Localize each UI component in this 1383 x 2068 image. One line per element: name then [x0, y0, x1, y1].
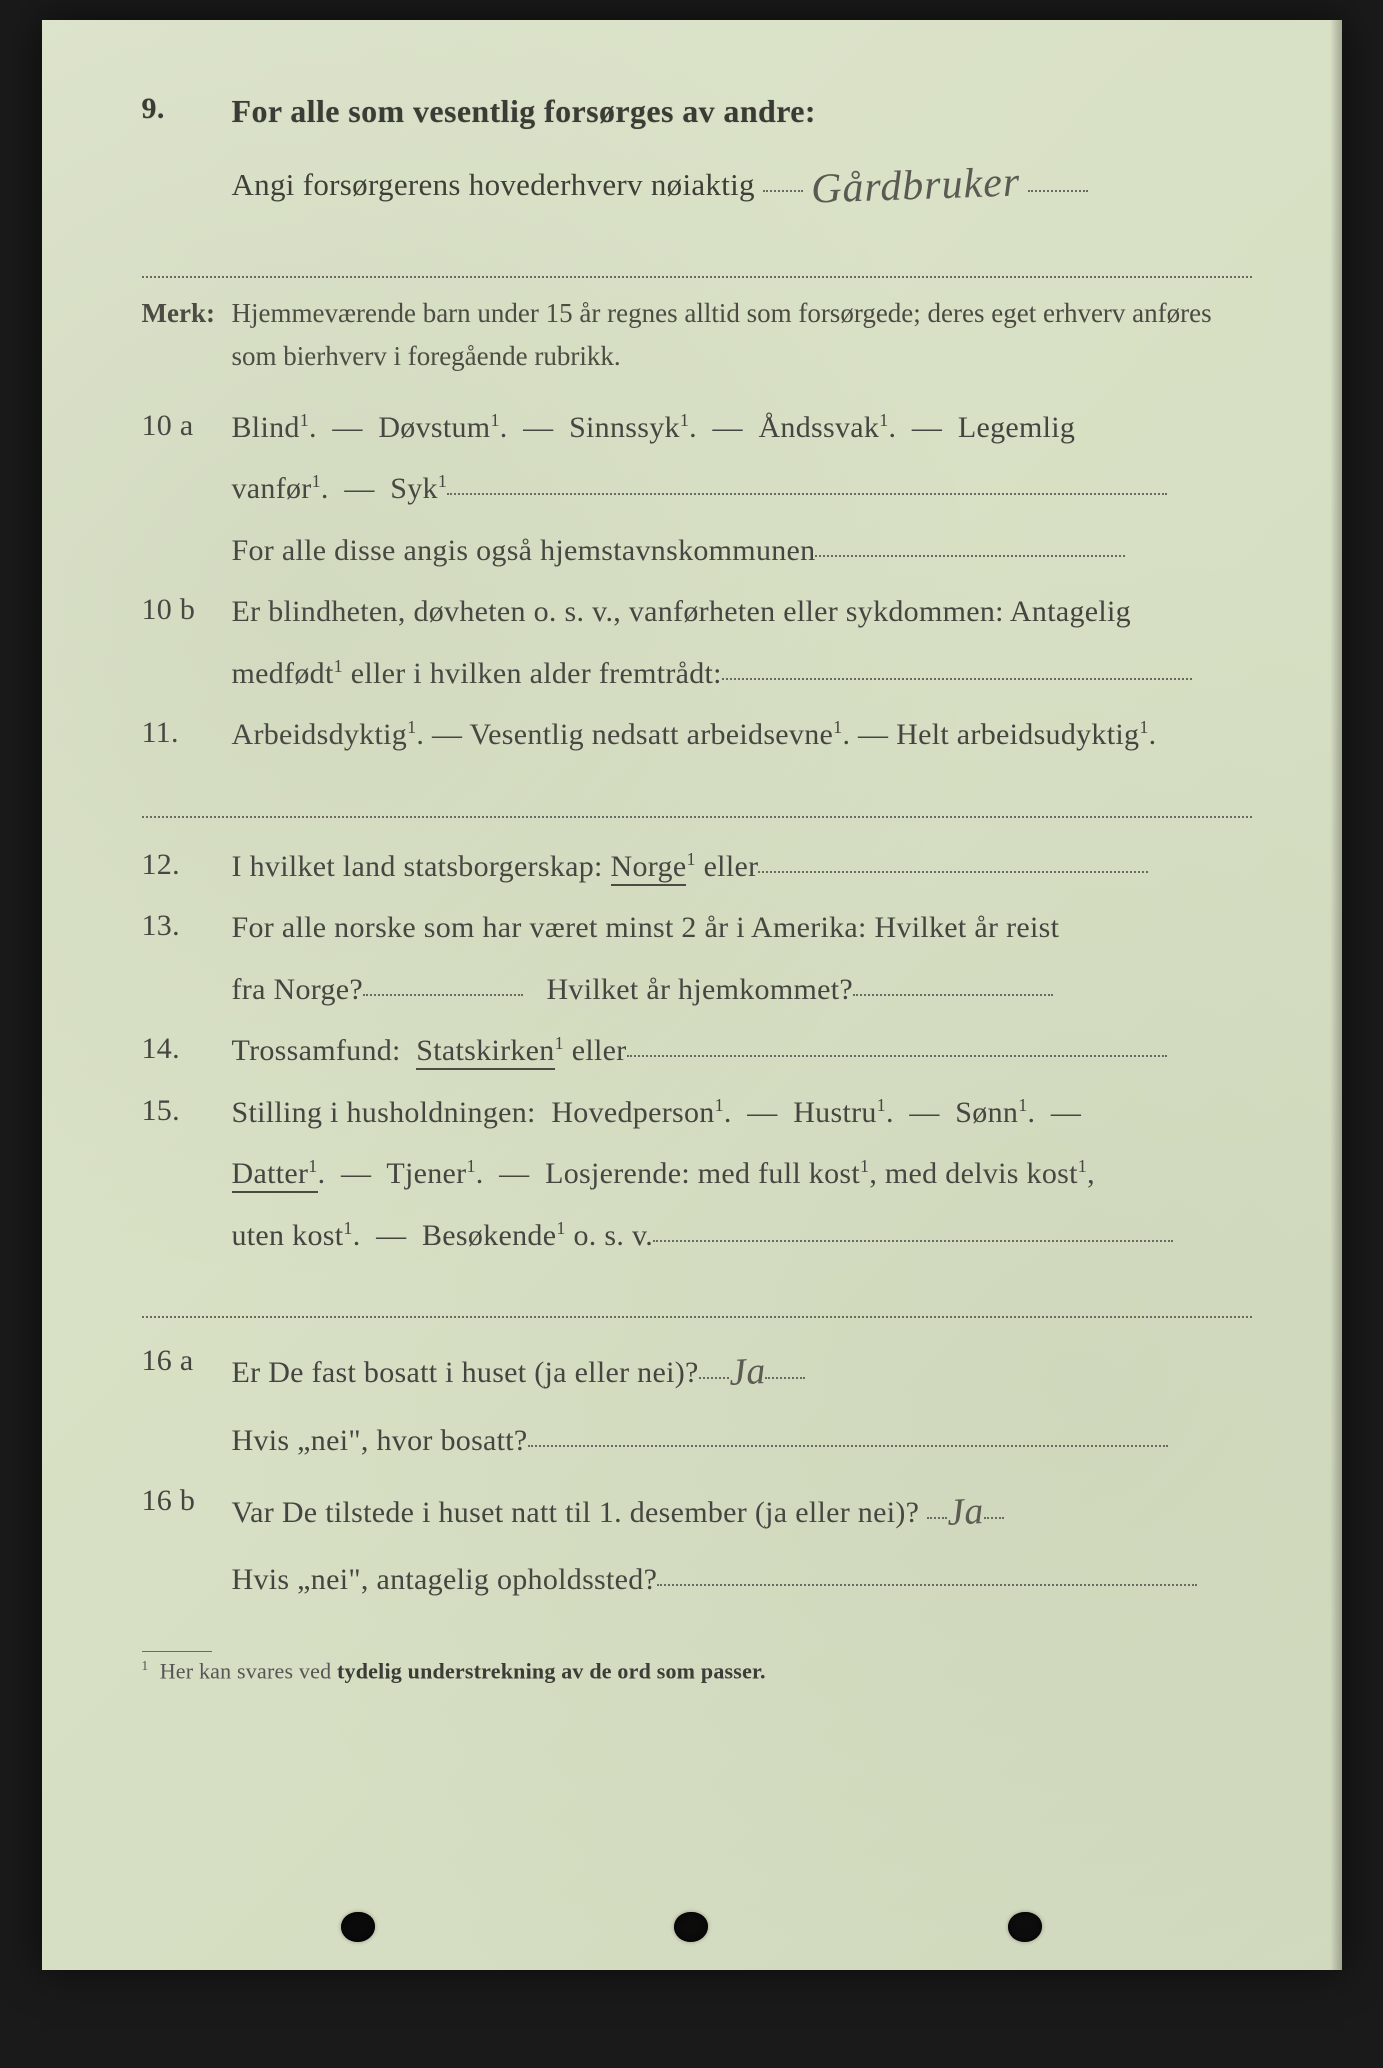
footnote-marker: 1 — [142, 1658, 149, 1673]
q10a-line3: For alle disse angis også hjemstavnskomm… — [232, 534, 816, 567]
q12-label: I hvilket land statsborgerskap: — [232, 850, 603, 883]
census-form-page: 9.For alle som vesentlig forsørges av an… — [42, 20, 1342, 1970]
opt-andssvak: Åndssvak — [758, 411, 879, 444]
opt-vanfor: vanfør — [232, 472, 312, 505]
q15-osv: o. s. v. — [573, 1219, 653, 1252]
q16b-body: Var De tilstede i huset natt til 1. dese… — [232, 1472, 1247, 1611]
q16a: 16 a Er De fast bosatt i huset (ja eller… — [142, 1332, 1252, 1471]
merk-note: Merk:Hjemmeværende barn under 15 år regn… — [142, 292, 1252, 378]
opt-norge: Norge — [611, 850, 687, 886]
q10a: 10 a Blind1. — Døvstum1. — Sinnssyk1. — … — [142, 397, 1252, 582]
opt-hustru: Hustru — [793, 1096, 876, 1129]
q13-line1: For alle norske som har været minst 2 år… — [232, 911, 1060, 944]
q13-line2a: fra Norge? — [232, 973, 364, 1006]
q13-body: For alle norske som har været minst 2 år… — [232, 897, 1247, 1020]
q14-label: Trossamfund: — [232, 1034, 401, 1067]
q16a-body: Er De fast bosatt i huset (ja eller nei)… — [232, 1332, 1247, 1471]
merk-text: Hjemmeværende barn under 15 år regnes al… — [232, 292, 1247, 378]
q10b-number: 10 b — [142, 581, 232, 640]
footnote-rule — [142, 1651, 212, 1652]
q10b-line1: Er blindheten, døvheten o. s. v., vanfør… — [232, 595, 1131, 628]
opt-arbeidsdyktig: Arbeidsdyktig — [232, 718, 408, 751]
q14-body: Trossamfund: Statskirken1 eller — [232, 1020, 1247, 1082]
q14-number: 14. — [142, 1020, 232, 1079]
q12-number: 12. — [142, 836, 232, 895]
q11: 11. Arbeidsdyktig1. — Vesentlig nedsatt … — [142, 704, 1252, 766]
q10a-body: Blind1. — Døvstum1. — Sinnssyk1. — Åndss… — [232, 397, 1247, 582]
q9-handwritten-answer: Gårdbruker — [810, 143, 1022, 232]
q9-subline: Angi forsørgerens hovederhverv nøiaktig … — [142, 142, 1252, 224]
q10b-line2b: eller i hvilken alder fremtrådt: — [351, 657, 722, 690]
q11-number: 11. — [142, 704, 232, 763]
q16b-line2: Hvis „nei", antagelig opholdssted? — [232, 1563, 658, 1596]
q16a-line2: Hvis „nei", hvor bosatt? — [232, 1424, 528, 1457]
opt-nedsatt: Vesentlig nedsatt arbeidsevne — [470, 718, 834, 751]
rule-after-11 — [142, 788, 1252, 818]
opt-losj-full: Losjerende: med full kost — [545, 1157, 860, 1190]
q10a-number: 10 a — [142, 397, 232, 456]
q9-sub-label: Angi forsørgerens hovederhverv nøiaktig — [232, 167, 755, 202]
q11-body: Arbeidsdyktig1. — Vesentlig nedsatt arbe… — [232, 704, 1247, 766]
opt-datter: Datter1 — [232, 1157, 318, 1193]
opt-tjener: Tjener — [386, 1157, 466, 1190]
opt-statskirken: Statskirken — [416, 1034, 554, 1070]
q16b: 16 b Var De tilstede i huset natt til 1.… — [142, 1472, 1252, 1611]
q10b-body: Er blindheten, døvheten o. s. v., vanfør… — [232, 581, 1247, 704]
hole-icon — [1008, 1912, 1042, 1942]
q16b-number: 16 b — [142, 1472, 232, 1531]
q16a-number: 16 a — [142, 1332, 232, 1391]
q12-body: I hvilket land statsborgerskap: Norge1 e… — [232, 836, 1247, 898]
opt-dovstum: Døvstum — [378, 411, 490, 444]
opt-besokende: Besøkende — [422, 1219, 556, 1252]
opt-medfodt: medfødt — [232, 657, 334, 690]
opt-sonn: Sønn — [955, 1096, 1018, 1129]
opt-hovedperson: Hovedperson — [551, 1096, 714, 1129]
q13-number: 13. — [142, 897, 232, 956]
opt-legemlig: Legemlig — [958, 411, 1075, 444]
q15-number: 15. — [142, 1082, 232, 1141]
hole-icon — [341, 1912, 375, 1942]
q16a-answer: Ja — [727, 1333, 767, 1413]
opt-losj-delvis: med delvis kost — [885, 1157, 1078, 1190]
opt-blind: Blind — [232, 411, 300, 444]
q10b: 10 b Er blindheten, døvheten o. s. v., v… — [142, 581, 1252, 704]
opt-udyktig: Helt arbeidsudyktig — [896, 718, 1139, 751]
opt-syk: Syk — [390, 472, 438, 505]
opt-uten-kost: uten kost — [232, 1219, 344, 1252]
q12: 12. I hvilket land statsborgerskap: Norg… — [142, 836, 1252, 898]
q14: 14. Trossamfund: Statskirken1 eller — [142, 1020, 1252, 1082]
q12-eller: eller — [704, 850, 759, 883]
page-edge-shadow — [1330, 20, 1342, 1970]
q14-eller: eller — [572, 1034, 627, 1067]
footnote: 1 Her kan svares ved tydelig understrekn… — [142, 1658, 1252, 1684]
q9-number: 9. — [142, 80, 232, 139]
q13: 13. For alle norske som har været minst … — [142, 897, 1252, 1020]
q16b-question: Var De tilstede i huset natt til 1. dese… — [232, 1496, 920, 1529]
q13-line2b: Hvilket år hjemkommet? — [546, 973, 853, 1006]
q15: 15. Stilling i husholdningen: Hovedperso… — [142, 1082, 1252, 1267]
q16b-answer: Ja — [945, 1473, 985, 1553]
footnote-text-a: Her kan svares ved — [160, 1658, 332, 1683]
q15-body: Stilling i husholdningen: Hovedperson1. … — [232, 1082, 1247, 1267]
q9-blank-rule — [142, 248, 1252, 278]
rule-after-15 — [142, 1288, 1252, 1318]
merk-label: Merk: — [142, 292, 232, 335]
q16a-question: Er De fast bosatt i huset (ja eller nei)… — [232, 1356, 699, 1389]
opt-sinnssyk: Sinnssyk — [569, 411, 680, 444]
hole-icon — [674, 1912, 708, 1942]
q9-title-text: For alle som vesentlig forsørges av andr… — [232, 93, 816, 129]
q9-heading: 9.For alle som vesentlig forsørges av an… — [142, 80, 1252, 142]
q15-label: Stilling i husholdningen: — [232, 1096, 536, 1129]
punch-holes — [42, 1912, 1342, 1942]
footnote-text-b: tydelig understrekning av de ord som pas… — [337, 1658, 766, 1683]
